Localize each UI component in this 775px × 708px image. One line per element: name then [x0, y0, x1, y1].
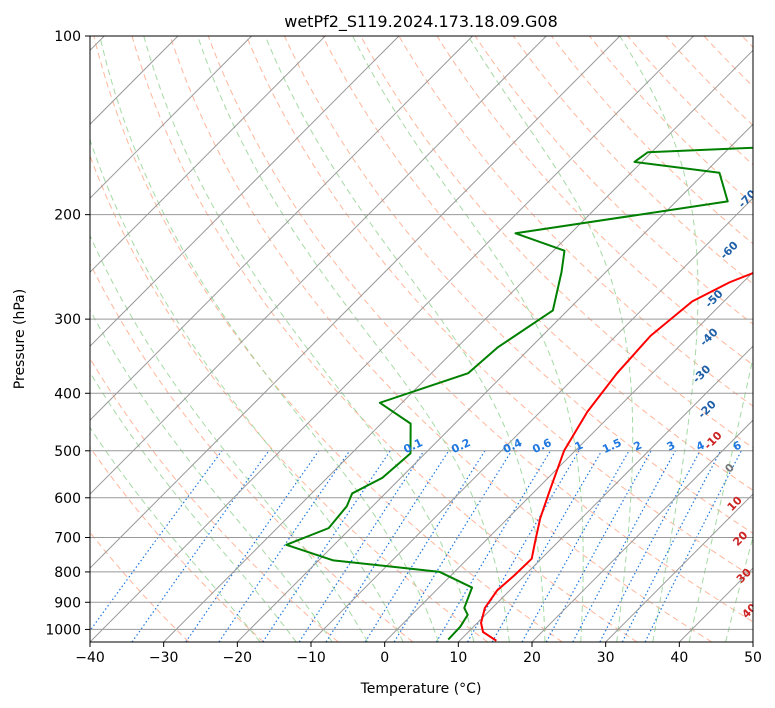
moist-adiabat-line: [725, 535, 753, 642]
plot-bg-rect: [90, 36, 753, 642]
isotherm-line: [90, 36, 547, 495]
moist-adiabat-line: [90, 426, 261, 642]
isotherm-line: [90, 36, 694, 642]
dry-adiabat-line: [550, 36, 753, 245]
mixing-ratio-line: [185, 450, 320, 642]
y-axis-label: Pressure (hPa): [12, 289, 28, 389]
moist-adiabat-line: [619, 36, 699, 642]
x-tick-label: −30: [149, 650, 179, 666]
temperature-profile-line: [480, 271, 753, 642]
dry-adiabat-line: [512, 36, 753, 285]
moist-adiabat-line: [90, 234, 369, 642]
x-tick-label: −40: [75, 650, 105, 666]
dry-adiabat-line: [284, 36, 753, 534]
x-tick-label: −10: [296, 650, 326, 666]
mixing-ratio-line: [521, 450, 630, 642]
isotherm-line: [310, 197, 753, 642]
plot-area: [90, 36, 775, 642]
y-tick-label: 1000: [45, 622, 81, 638]
x-tick-label: −20: [223, 650, 253, 666]
moist-adiabat-line: [762, 36, 775, 642]
x-tick-label: 10: [449, 650, 467, 666]
dry-adiabat-line: [436, 36, 753, 366]
y-tick-label: 300: [54, 312, 81, 328]
dewpoint-profile-line: [285, 146, 753, 641]
y-tick-label: 700: [54, 531, 81, 547]
moist-adiabat-line: [99, 36, 439, 642]
dry-adiabat-line: [169, 36, 713, 642]
y-tick-label: 200: [54, 208, 81, 224]
chart-title: wetPf2_S119.2024.173.18.09.G08: [284, 12, 558, 32]
mixing-ratio-line: [491, 450, 603, 642]
moist-adiabat-label: 30: [734, 566, 754, 586]
y-tick-label: 500: [54, 444, 81, 460]
mixing-ratio-line: [218, 450, 351, 642]
isotherm-line: [605, 493, 753, 642]
x-axis-label: Temperature (°C): [360, 681, 482, 697]
isotherm-line: [90, 36, 473, 421]
isotherm-line: [236, 123, 753, 642]
moist-adiabat-line: [688, 355, 753, 642]
x-tick-label: 40: [670, 650, 688, 666]
mixing-ratio-line: [572, 450, 676, 642]
moist-adiabat-line: [90, 138, 404, 642]
mixing-ratio-line: [325, 450, 450, 642]
dry-adiabat-line: [245, 36, 753, 578]
mixing-ratio-line: [90, 450, 223, 632]
moist-adiabat-line: [90, 371, 297, 642]
x-tick-label: 20: [523, 650, 541, 666]
isotherm-line: [531, 419, 753, 642]
dry-adiabat-line: [93, 36, 563, 642]
x-tick-label: 0: [380, 650, 389, 666]
mixing-ratio-line: [131, 450, 270, 642]
y-tick-label: 800: [54, 565, 81, 581]
isotherm-line: [384, 271, 753, 642]
dry-adiabat-line: [90, 446, 264, 642]
moist-adiabat-line: [264, 36, 546, 642]
mixing-ratio-label: 8: [760, 439, 772, 454]
axes: −40 −30 −20 −10 0 10 20 30 40 50 100 200 300 400 500 60…: [45, 29, 762, 666]
dry-adiabat-line: [207, 36, 753, 623]
isotherm-line: [163, 49, 753, 642]
mixing-ratio-line: [364, 450, 486, 642]
moist-adiabat-line: [90, 308, 333, 642]
mixing-ratio-line: [466, 450, 580, 642]
y-tick-label: 400: [54, 386, 81, 402]
isotherm-line: [90, 36, 326, 273]
y-tick-label: 100: [54, 29, 81, 45]
moist-adiabat-line: [197, 36, 510, 642]
dry-adiabat-line: [322, 36, 753, 491]
plot-background: [90, 36, 753, 642]
isotherm-line: [752, 641, 753, 642]
isotherm-line: [457, 345, 753, 642]
plot-frame: [89, 35, 754, 643]
isotherm-line: [90, 36, 252, 199]
x-tick-label: 50: [744, 650, 762, 666]
dry-adiabat-line: [398, 36, 753, 407]
dry-adiabat-line: [627, 36, 753, 166]
y-tick-label: 600: [54, 491, 81, 507]
y-tick-label: 900: [54, 595, 81, 611]
moist-adiabat-line: [352, 36, 584, 642]
dry-adiabat-line: [131, 36, 638, 642]
x-tick-label: 30: [597, 650, 615, 666]
isotherm-line: [90, 36, 400, 347]
isotherm-line: [90, 36, 621, 569]
mixing-ratio-line: [435, 450, 551, 642]
dry-adiabat-label: -80: [757, 140, 775, 163]
moist-adiabat-line: [143, 36, 475, 642]
mixing-ratio-line: [393, 450, 513, 642]
